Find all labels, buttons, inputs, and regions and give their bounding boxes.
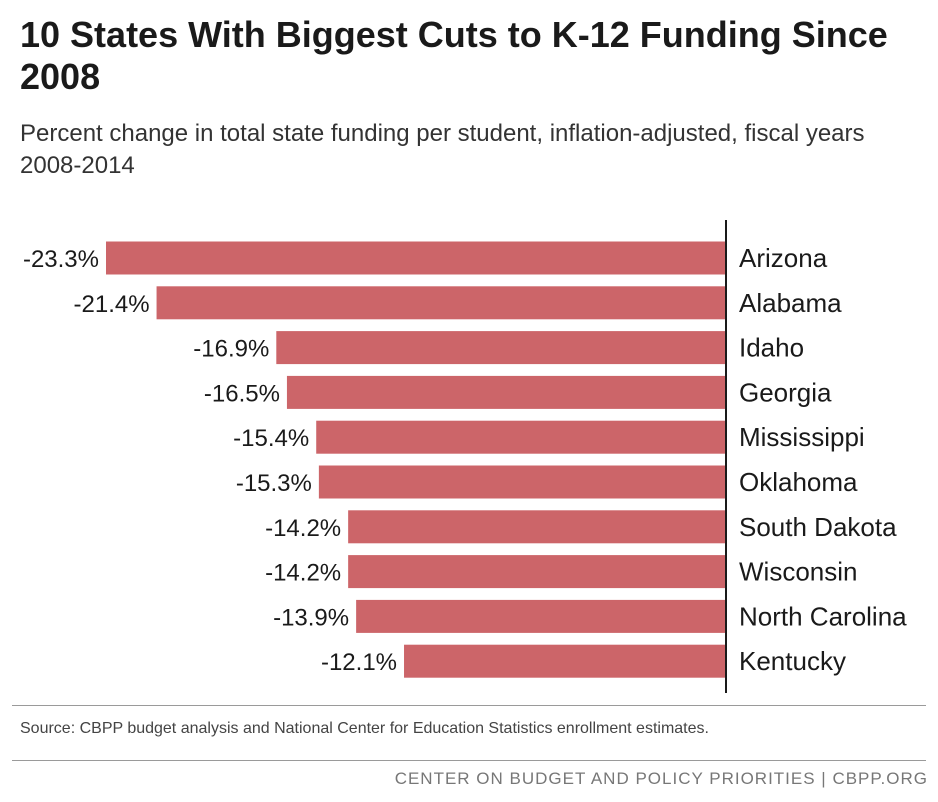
chart-subtitle: Percent change in total state funding pe…: [20, 120, 865, 179]
chart-title: 10 States With Biggest Cuts to K-12 Fund…: [20, 14, 888, 97]
category-label: Idaho: [739, 333, 804, 363]
value-label: -14.2%: [265, 515, 341, 542]
bar: [348, 555, 726, 589]
bar-chart: -23.3% Arizona -21.4% Alabama -16.9% Idaho -16…: [23, 220, 907, 693]
bar: [348, 510, 726, 544]
value-label: -16.5%: [204, 380, 280, 407]
divider-bottom: [12, 760, 926, 761]
category-label: Arizona: [739, 243, 828, 273]
bar: [316, 420, 726, 454]
category-label: Oklahoma: [739, 467, 858, 497]
value-label: -15.4%: [233, 425, 309, 452]
bar: [404, 644, 726, 678]
divider-top: [12, 705, 926, 706]
category-label: Mississippi: [739, 422, 865, 452]
bar: [286, 375, 726, 409]
bar: [156, 286, 727, 320]
category-label: Wisconsin: [739, 557, 857, 587]
value-label: -16.9%: [193, 336, 269, 363]
value-label: -15.3%: [236, 470, 312, 497]
source-note: Source: CBPP budget analysis and Nationa…: [20, 720, 709, 737]
value-label: -23.3%: [23, 246, 99, 273]
bar: [318, 465, 726, 499]
bar: [106, 241, 726, 275]
category-label: Georgia: [739, 377, 832, 407]
value-label: -12.1%: [321, 649, 397, 676]
category-label: Kentucky: [739, 646, 846, 676]
bar: [276, 331, 726, 365]
bar: [356, 599, 726, 633]
category-label: North Carolina: [739, 601, 907, 631]
footer-credit: CENTER ON BUDGET AND POLICY PRIORITIES |…: [394, 769, 928, 788]
value-label: -14.2%: [265, 560, 341, 587]
value-label: -13.9%: [273, 604, 349, 631]
value-label: -21.4%: [74, 291, 150, 318]
category-label: South Dakota: [739, 512, 897, 542]
category-label: Alabama: [739, 288, 842, 318]
